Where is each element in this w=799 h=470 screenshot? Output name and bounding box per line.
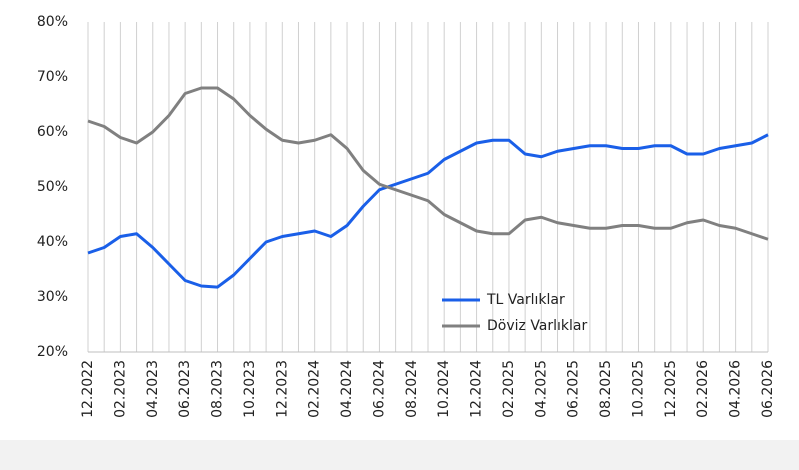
x-tick-label: 12.2025	[663, 360, 679, 418]
x-tick-label: 04.2024	[339, 360, 355, 418]
y-tick-label: 40%	[37, 234, 68, 250]
legend-label: Döviz Varlıklar	[487, 318, 588, 334]
legend-label: TL Varlıklar	[486, 292, 565, 308]
x-tick-label: 04.2025	[533, 360, 549, 418]
x-tick-label: 06.2023	[177, 360, 193, 418]
x-tick-label: 08.2025	[598, 360, 614, 418]
line-series	[87, 133, 769, 289]
y-tick-label: 70%	[37, 69, 68, 85]
line-series	[87, 86, 769, 241]
x-tick-label: 06.2026	[760, 360, 776, 418]
x-tick-label: 12.2024	[469, 360, 485, 418]
x-tick-label: 08.2023	[210, 360, 226, 418]
y-tick-label: 30%	[37, 289, 68, 305]
x-tick-label: 02.2025	[501, 360, 517, 418]
x-tick-label: 02.2024	[307, 360, 323, 418]
y-tick-label: 80%	[37, 14, 68, 30]
y-tick-label: 50%	[37, 179, 68, 195]
x-tick-label: 02.2026	[695, 360, 711, 418]
x-tick-label: 12.2022	[80, 360, 96, 418]
x-tick-label: 10.2023	[242, 360, 258, 418]
y-tick-label: 60%	[37, 124, 68, 140]
x-tick-label: 06.2025	[566, 360, 582, 418]
x-tick-label: 10.2024	[436, 360, 452, 418]
x-tick-label: 04.2023	[145, 360, 161, 418]
x-tick-label: 04.2026	[728, 360, 744, 418]
x-tick-label: 02.2023	[112, 360, 128, 418]
y-tick-label: 20%	[37, 344, 68, 360]
x-tick-label: 12.2023	[274, 360, 290, 418]
x-tick-label: 08.2024	[404, 360, 420, 418]
x-tick-label: 10.2025	[630, 360, 646, 418]
chart-background	[0, 0, 799, 440]
x-tick-label: 06.2024	[371, 360, 387, 418]
